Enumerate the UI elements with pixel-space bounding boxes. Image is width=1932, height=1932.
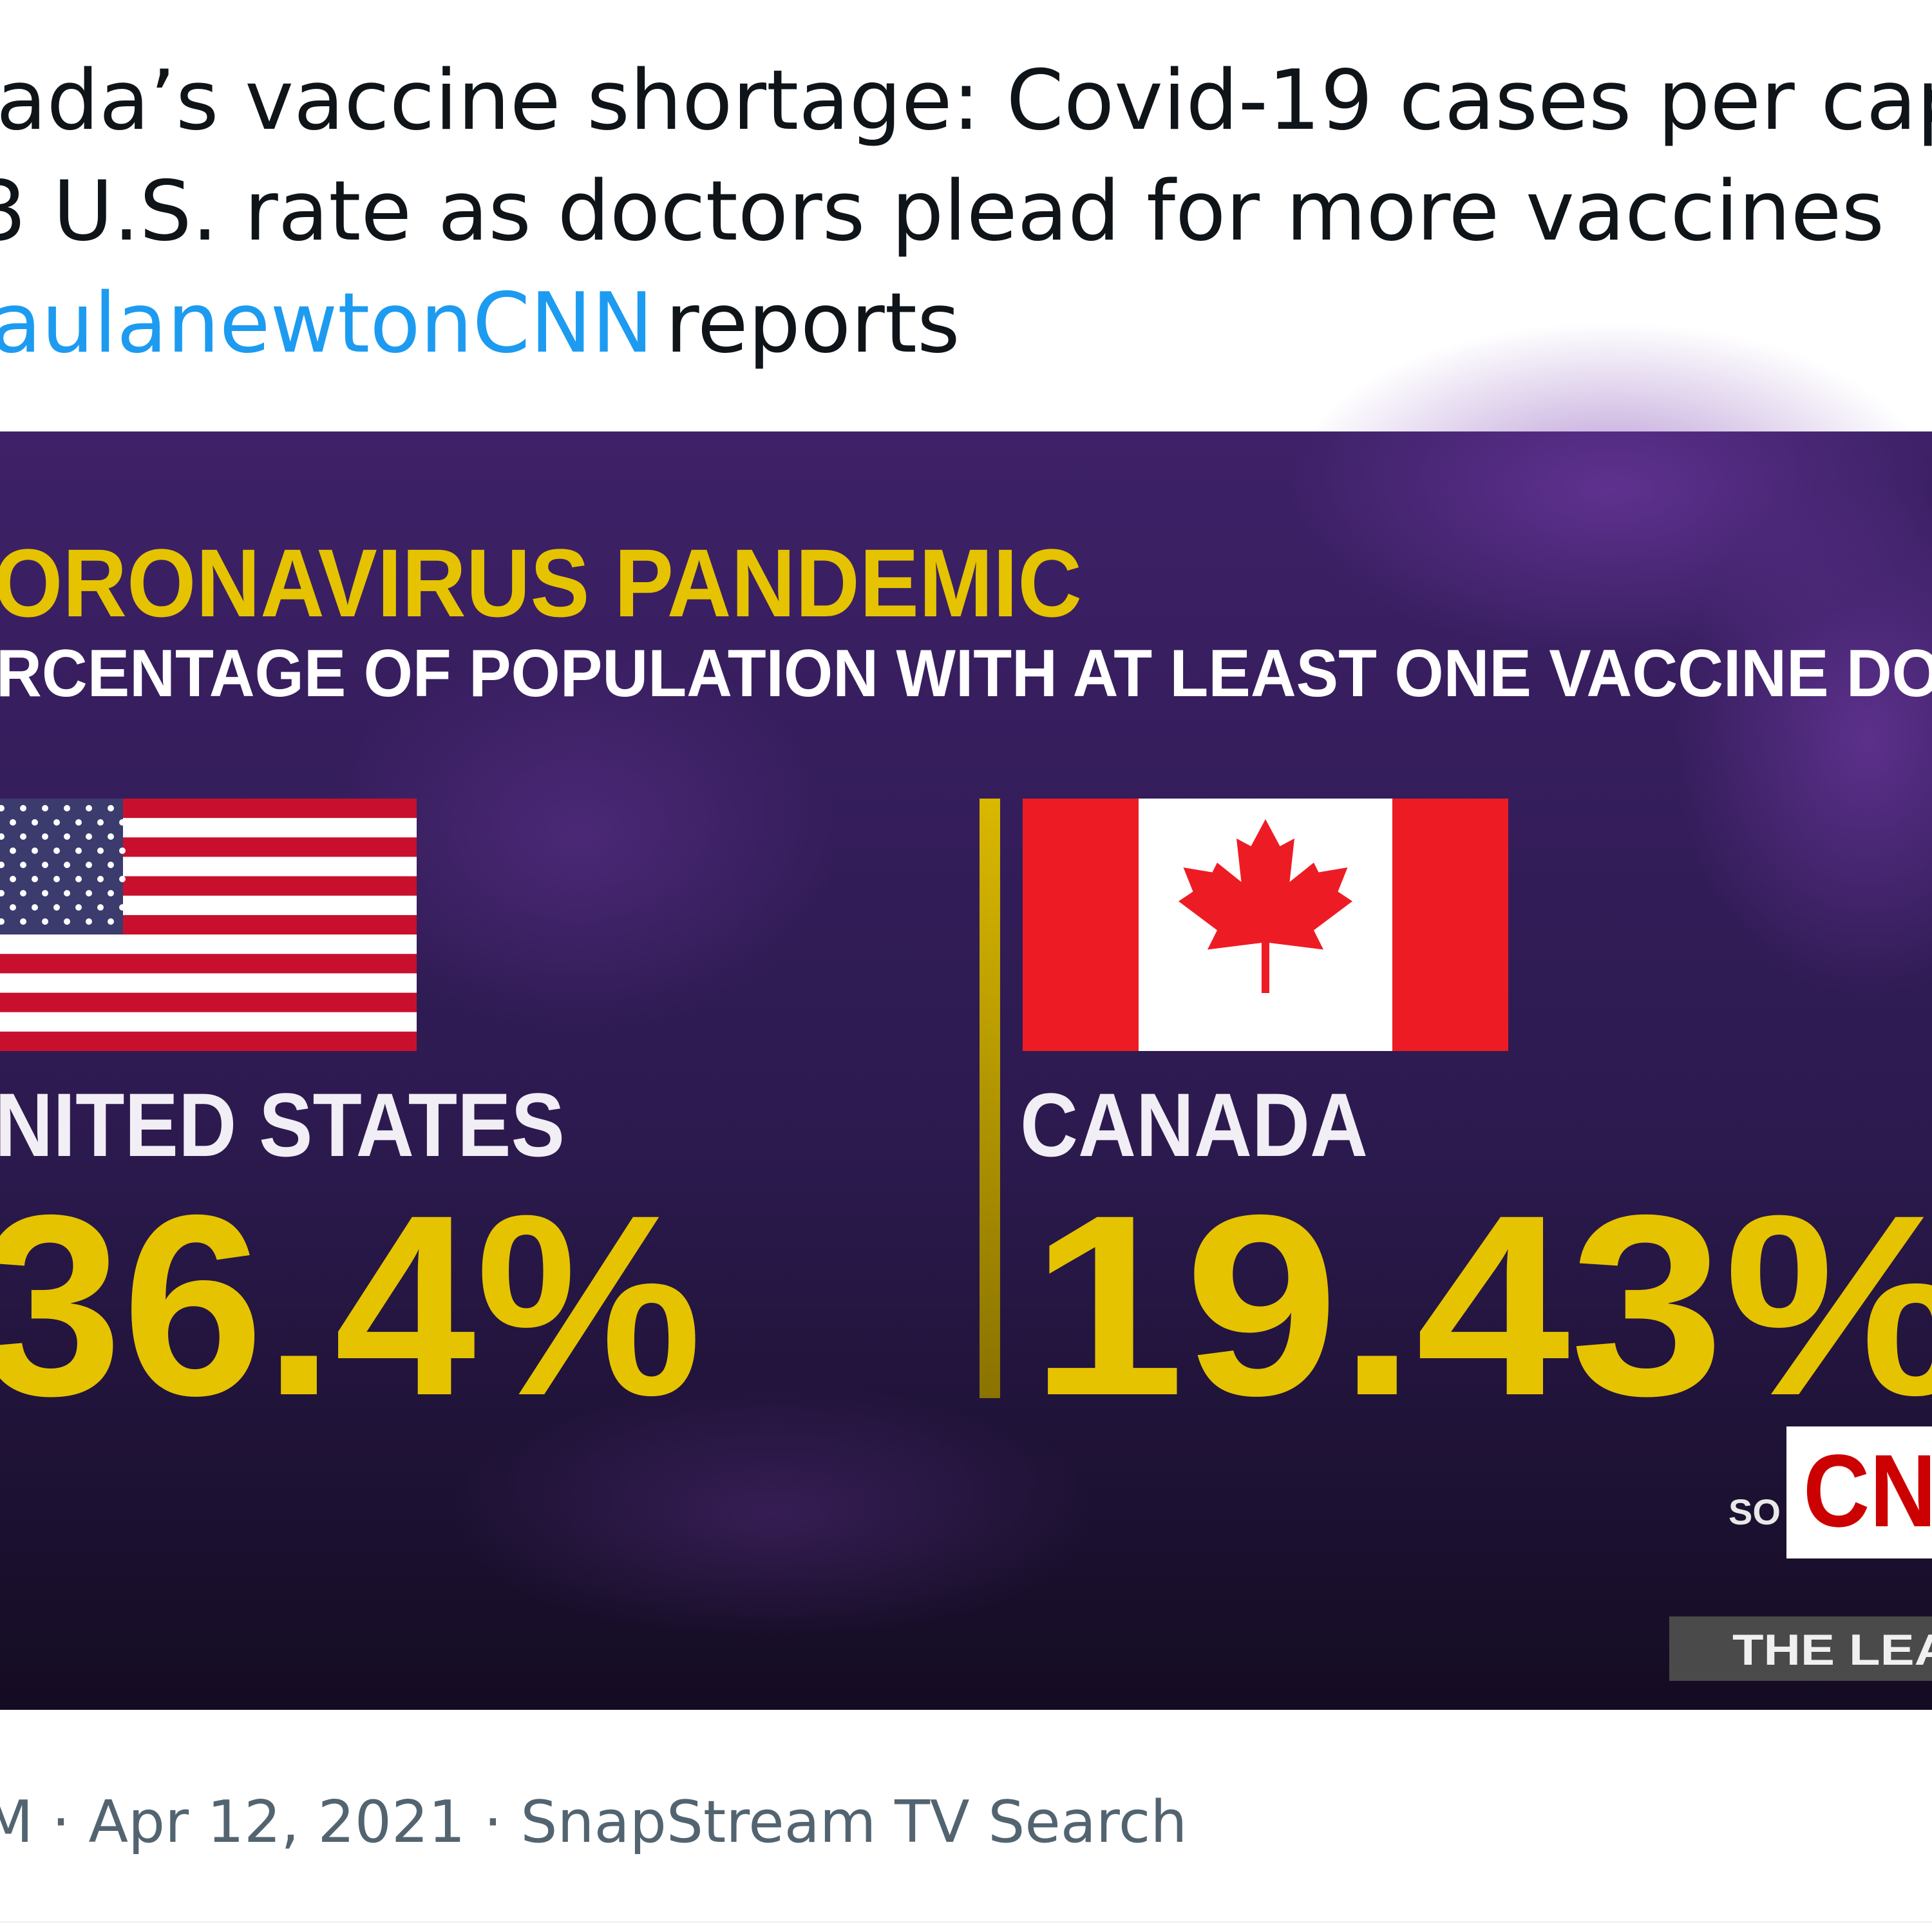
flag-star [86, 862, 92, 868]
flag-star [97, 904, 104, 911]
flag-star [75, 904, 82, 911]
glow [1674, 483, 1932, 998]
tweet-text: reports [665, 276, 960, 372]
flag-star [108, 833, 114, 840]
country-label: NITED STATES [0, 1074, 565, 1175]
flag-star [119, 819, 126, 826]
flag-band [1392, 799, 1508, 1051]
flag-star [42, 918, 48, 925]
graphic-subtitle: RCENTAGE OF POPULATION WITH AT LEAST ONE… [0, 636, 1932, 711]
flag-star [32, 904, 38, 911]
flag-star [10, 819, 16, 826]
flag-star [20, 862, 26, 868]
logo-box [1786, 1426, 1932, 1558]
flag-star [75, 848, 82, 854]
flag-star [64, 833, 70, 840]
flag-star [86, 833, 92, 840]
flag-stripe [0, 1031, 417, 1051]
flag-star [64, 862, 70, 868]
flag-star [97, 819, 104, 826]
flag-star [53, 848, 60, 854]
flag-star [119, 904, 126, 911]
flag-star [53, 819, 60, 826]
flag-star [64, 805, 70, 811]
graphic-title: ORONAVIRUS PANDEMIC [0, 529, 1082, 637]
flag-stripe [0, 954, 417, 974]
flag-star [64, 890, 70, 896]
flag-band [1023, 799, 1139, 1051]
flag-star [42, 833, 48, 840]
flag-star [20, 890, 26, 896]
flag-star [108, 890, 114, 896]
stat-value: 36.4% [0, 1161, 702, 1449]
flag-star [10, 848, 16, 854]
flag-star [86, 918, 92, 925]
show-label: THE LEA [1732, 1625, 1932, 1674]
country-label: CANADA [1020, 1074, 1368, 1175]
flag-star [20, 918, 26, 925]
flag-stars [0, 805, 126, 925]
flag-stripe [0, 992, 417, 1012]
glow [322, 644, 837, 1030]
divider-line [0, 1921, 1932, 1923]
mention-link[interactable]: aulanewtonCNN [0, 276, 654, 372]
flag-star [86, 890, 92, 896]
flag-star [75, 819, 82, 826]
maple-leaf [1179, 819, 1352, 993]
media: ORONAVIRUS PANDEMIC RCENTAGE OF POPULATI… [0, 322, 1932, 1710]
logo: CNN [1803, 1433, 1932, 1548]
flag-star [64, 918, 70, 925]
flag-star [10, 876, 16, 882]
source-label: SO [1728, 1492, 1781, 1532]
flag-star [0, 918, 5, 925]
glow [451, 1385, 1095, 1642]
flag-star [53, 876, 60, 882]
flag-star [42, 890, 48, 896]
flag-star [42, 805, 48, 811]
flag-star [0, 805, 5, 811]
canada-flag [1023, 799, 1508, 1051]
flag-star [0, 862, 5, 868]
flag-canton [0, 799, 123, 934]
stat-value: 19.43% [1030, 1161, 1932, 1449]
flag-star [119, 848, 126, 854]
flag-star [75, 876, 82, 882]
flag-star [97, 848, 104, 854]
flag-star [20, 833, 26, 840]
flag-star [108, 862, 114, 868]
flag-star [86, 805, 92, 811]
flag-star [42, 862, 48, 868]
show-box [1669, 1616, 1932, 1681]
flag-star [97, 876, 104, 882]
flag-star [119, 876, 126, 882]
tweet-line: ada’s vaccine shortage: Covid-19 cases p… [0, 53, 1932, 149]
us-flag [0, 799, 417, 1051]
flag-star [0, 890, 5, 896]
flag-star [32, 848, 38, 854]
tweet-meta: M · Apr 12, 2021 · SnapStream TV Search [0, 1788, 1187, 1856]
flag-star [108, 918, 114, 925]
flag-star [32, 819, 38, 826]
tweet-line: 3 U.S. rate as doctors plead for more va… [0, 164, 1884, 260]
flag-star [53, 904, 60, 911]
flag-star [108, 805, 114, 811]
flag-star [10, 904, 16, 911]
divider [980, 799, 1000, 1398]
flag-star [0, 833, 5, 840]
flag-star [32, 876, 38, 882]
flag-star [20, 805, 26, 811]
